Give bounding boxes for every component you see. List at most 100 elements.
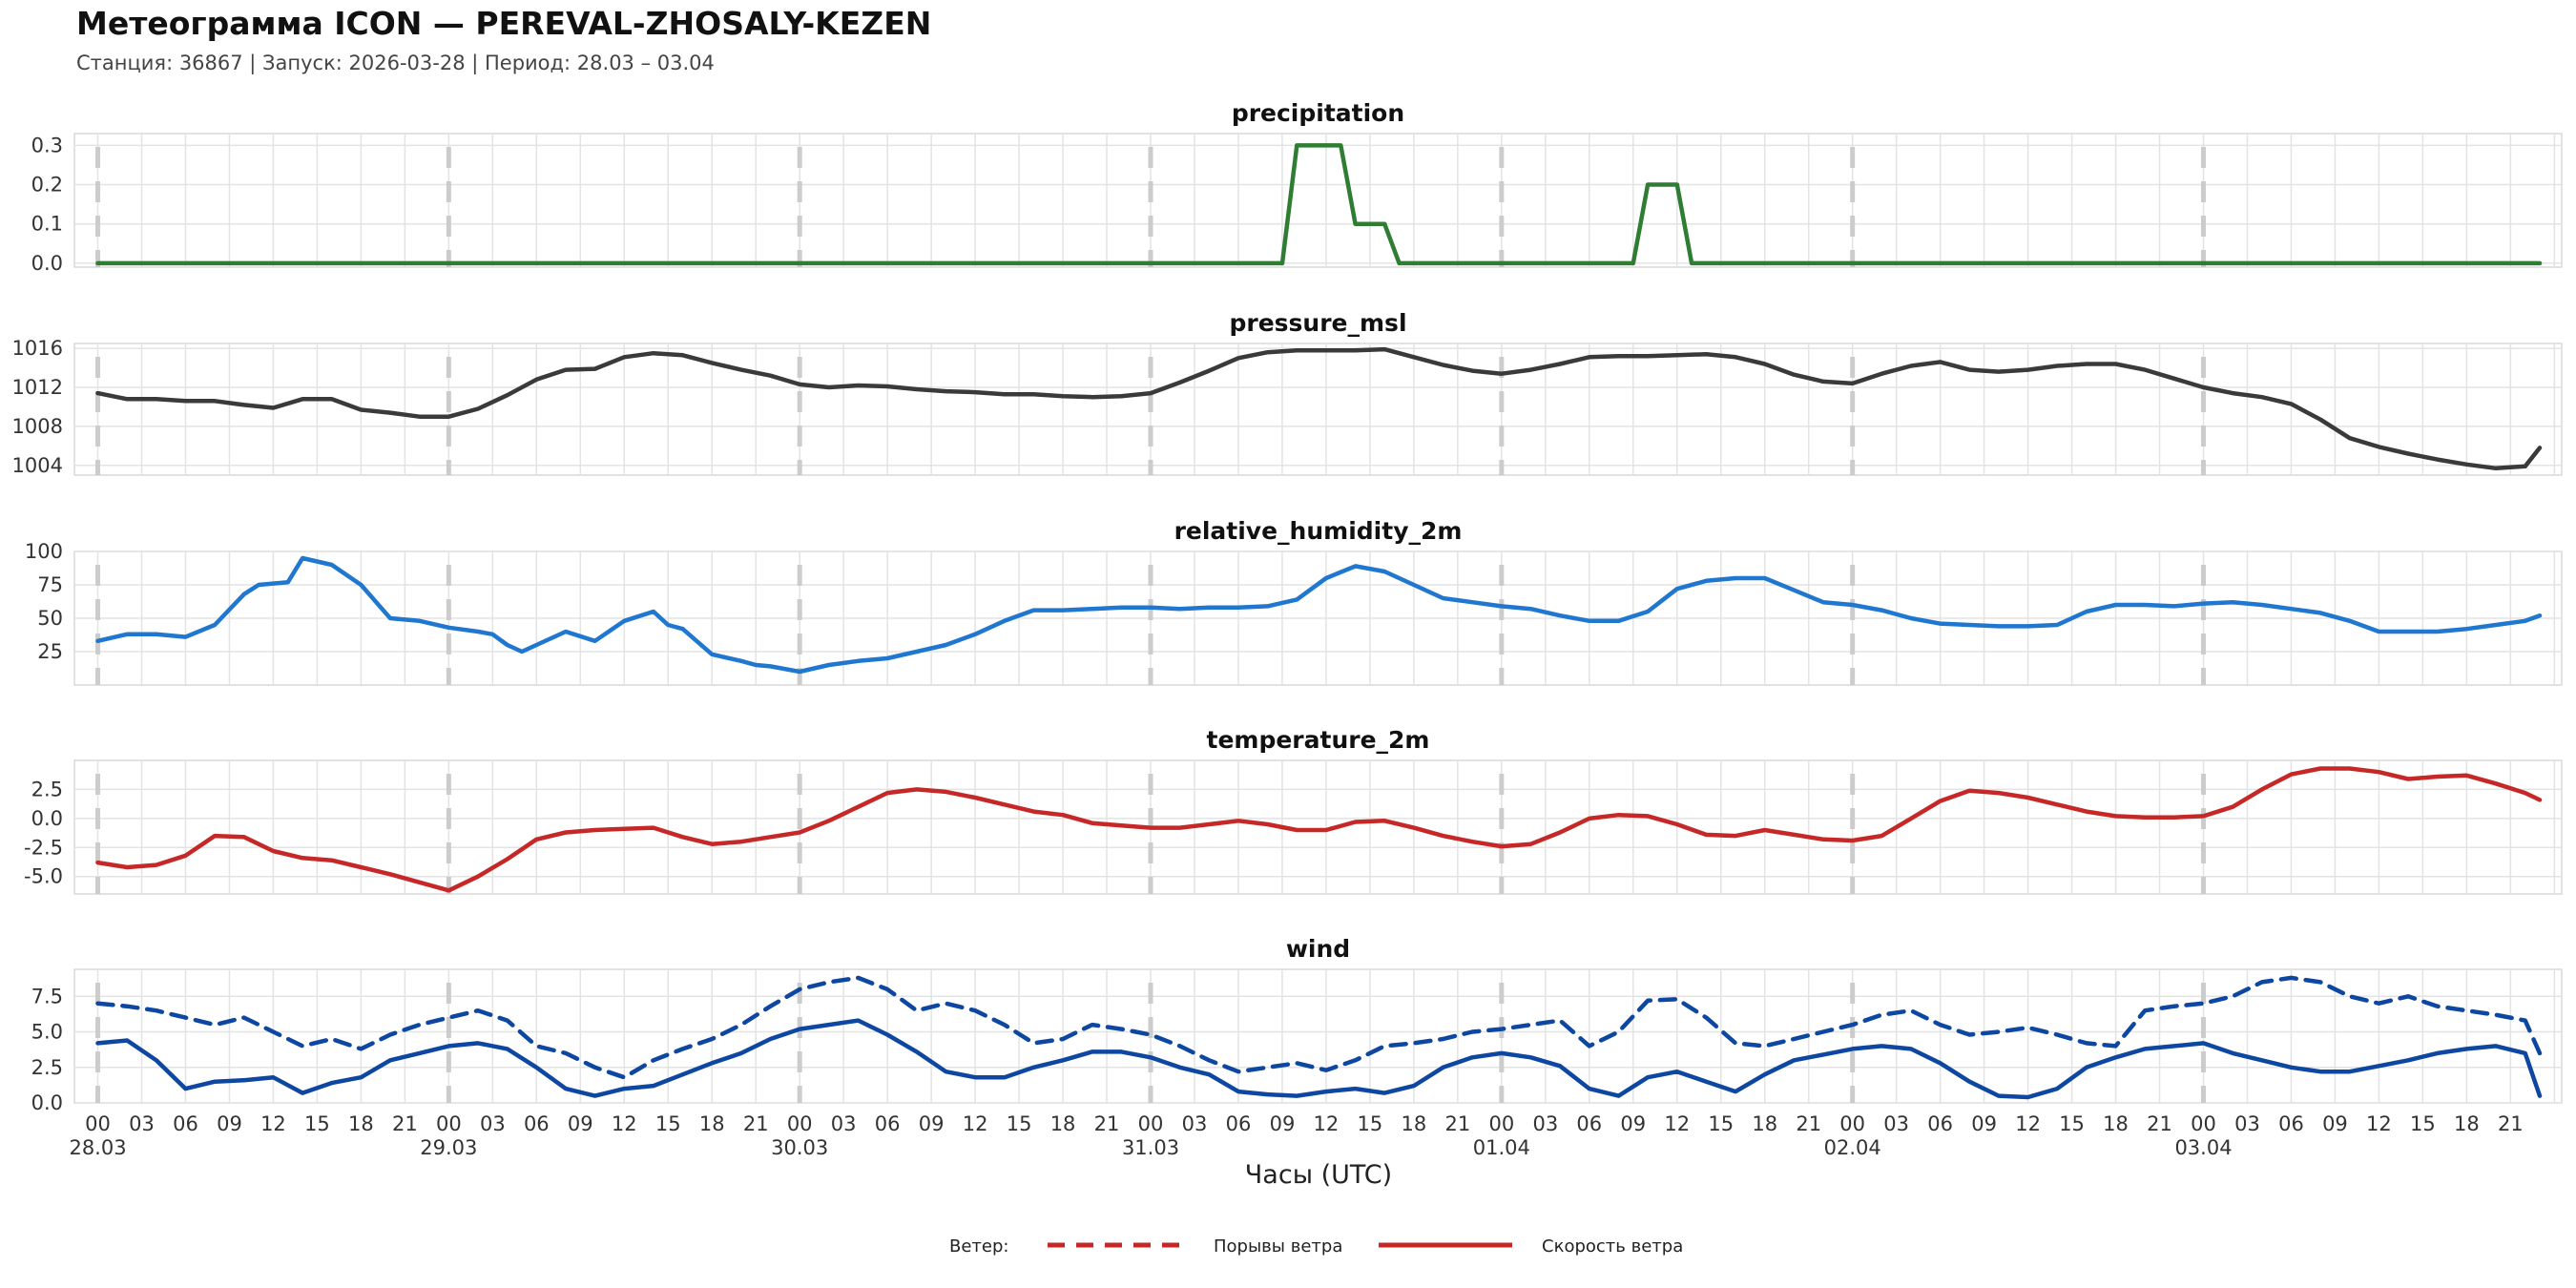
chart-title: Метеограмма ICON — PEREVAL-ZHOSALY-KEZEN — [76, 5, 931, 42]
y-tick-label: 0.3 — [31, 134, 63, 156]
x-tick-label: 21 — [743, 1112, 769, 1135]
x-tick-label: 00 — [2191, 1112, 2216, 1135]
x-tick-label: 03 — [831, 1112, 857, 1135]
x-tick-label: 18 — [1402, 1112, 1427, 1135]
x-tick-label: 06 — [524, 1112, 550, 1135]
x-tick-label: 15 — [2059, 1112, 2085, 1135]
chart-subtitle: Станция: 36867 | Запуск: 2026-03-28 | Пе… — [76, 52, 715, 75]
y-tick-label: 0.0 — [31, 252, 63, 275]
x-tick-label: 00 — [436, 1112, 462, 1135]
x-tick-label: 03 — [2234, 1112, 2260, 1135]
x-tick-label: 12 — [1314, 1112, 1340, 1135]
panel-frame — [73, 968, 2563, 1104]
x-axis: 00 03 06 09 12 15 18 21 00 03 06 09 12 15 18 21 00 03 06 09… — [69, 1112, 2523, 1159]
panel-title: wind — [1286, 935, 1350, 963]
series-line-precipitation — [95, 143, 2543, 266]
panel-title: precipitation — [1232, 99, 1404, 127]
x-tick-label: 12 — [963, 1112, 988, 1135]
x-day-label: 30.03 — [771, 1136, 828, 1159]
y-tick-label: 7.5 — [31, 985, 63, 1008]
x-tick-label: 09 — [1270, 1112, 1296, 1135]
x-tick-label: 21 — [1796, 1112, 1821, 1135]
series-line-relative_humidity_2m — [95, 555, 2543, 675]
legend-gusts-label: Порывы ветра — [1214, 1236, 1342, 1257]
x-tick-label: 06 — [875, 1112, 901, 1135]
legend-title: Ветер: — [949, 1236, 1008, 1257]
x-tick-label: 00 — [787, 1112, 813, 1135]
x-day-label: 03.04 — [2174, 1136, 2232, 1159]
series-line-pressure_msl — [95, 346, 2543, 471]
x-tick-label: 00 — [1839, 1112, 1865, 1135]
series-line-gusts — [95, 975, 2543, 1080]
panel-temperature_2m: -5.0 -2.5 0.0 2.5 temperature_2m — [24, 726, 2563, 895]
x-tick-label: 18 — [348, 1112, 374, 1135]
y-tick-label: 1016 — [12, 337, 63, 360]
y-tick-label: 5.0 — [31, 1021, 63, 1044]
x-tick-label: 09 — [568, 1112, 593, 1135]
x-tick-label: 09 — [1620, 1112, 1646, 1135]
panel-title: pressure_msl — [1229, 309, 1406, 337]
y-tick-label: 25 — [37, 640, 63, 663]
x-tick-label: 12 — [260, 1112, 286, 1135]
x-day-label: 01.04 — [1473, 1136, 1530, 1159]
legend: Ветер: Порывы ветра Скорость ветра — [949, 1236, 1683, 1257]
x-day-label: 02.04 — [1824, 1136, 1881, 1159]
x-day-label: 28.03 — [69, 1136, 126, 1159]
y-tick-label: 1008 — [12, 415, 63, 438]
panel-title: relative_humidity_2m — [1174, 517, 1463, 545]
panel-frame — [73, 343, 2563, 476]
y-tick-label: 75 — [37, 573, 63, 596]
x-tick-label: 21 — [392, 1112, 418, 1135]
x-tick-label: 12 — [2015, 1112, 2041, 1135]
x-tick-label: 06 — [1927, 1112, 1953, 1135]
x-tick-label: 18 — [2454, 1112, 2480, 1135]
x-tick-label: 15 — [1358, 1112, 1383, 1135]
y-tick-label: 1012 — [12, 376, 63, 399]
y-tick-label: 0.1 — [31, 213, 63, 236]
x-tick-label: 15 — [1007, 1112, 1032, 1135]
x-tick-label: 18 — [699, 1112, 725, 1135]
legend-speed-label: Скорость ветра — [1542, 1236, 1683, 1257]
x-day-label: 29.03 — [420, 1136, 477, 1159]
x-tick-label: 21 — [1094, 1112, 1120, 1135]
x-tick-label: 12 — [2366, 1112, 2392, 1135]
y-tick-label: 0.0 — [31, 1091, 63, 1114]
panel-wind: 0.0 2.5 5.0 7.5 wind — [31, 935, 2563, 1114]
panel-frame — [73, 133, 2563, 268]
y-tick-label: 0.0 — [31, 807, 63, 830]
x-tick-label: 21 — [2498, 1112, 2524, 1135]
panel-pressure_msl: 1004 1008 1012 1016 pressure_msl — [12, 309, 2563, 477]
x-tick-label: 06 — [1576, 1112, 1602, 1135]
x-tick-label: 21 — [2147, 1112, 2172, 1135]
x-tick-label: 09 — [1971, 1112, 1997, 1135]
x-tick-label: 06 — [2278, 1112, 2304, 1135]
y-tick-label: 100 — [25, 540, 63, 563]
x-tick-label: 12 — [612, 1112, 637, 1135]
x-tick-label: 18 — [1752, 1112, 1777, 1135]
x-tick-label: 06 — [1226, 1112, 1252, 1135]
x-tick-label: 06 — [173, 1112, 198, 1135]
x-tick-label: 15 — [2410, 1112, 2436, 1135]
x-tick-label: 00 — [85, 1112, 111, 1135]
x-tick-label: 09 — [919, 1112, 945, 1135]
x-tick-label: 03 — [1532, 1112, 1558, 1135]
x-tick-label: 03 — [1883, 1112, 1909, 1135]
x-tick-label: 18 — [1050, 1112, 1076, 1135]
y-tick-label: 1004 — [12, 454, 63, 477]
panel-relative_humidity_2m: 25 50 75 100 relative_humidity_2m — [25, 517, 2563, 686]
x-axis-label: Часы (UTC) — [1245, 1160, 1392, 1190]
x-tick-label: 03 — [1182, 1112, 1208, 1135]
x-tick-label: 09 — [217, 1112, 242, 1135]
y-tick-label: 0.2 — [31, 174, 63, 197]
x-tick-label: 00 — [1488, 1112, 1514, 1135]
y-tick-label: 50 — [37, 607, 63, 630]
x-tick-label: 00 — [1138, 1112, 1164, 1135]
panel-precipitation: 0.0 0.1 0.2 0.3 precipitation — [31, 99, 2563, 275]
x-tick-label: 21 — [1444, 1112, 1470, 1135]
panels: 0.0 0.1 0.2 0.3 precipitation 1004 1008 1012 101… — [12, 99, 2563, 1114]
series-line-temperature_2m — [95, 766, 2543, 893]
x-tick-label: 15 — [304, 1112, 330, 1135]
x-tick-label: 15 — [1708, 1112, 1734, 1135]
y-tick-label: 2.5 — [31, 778, 63, 800]
